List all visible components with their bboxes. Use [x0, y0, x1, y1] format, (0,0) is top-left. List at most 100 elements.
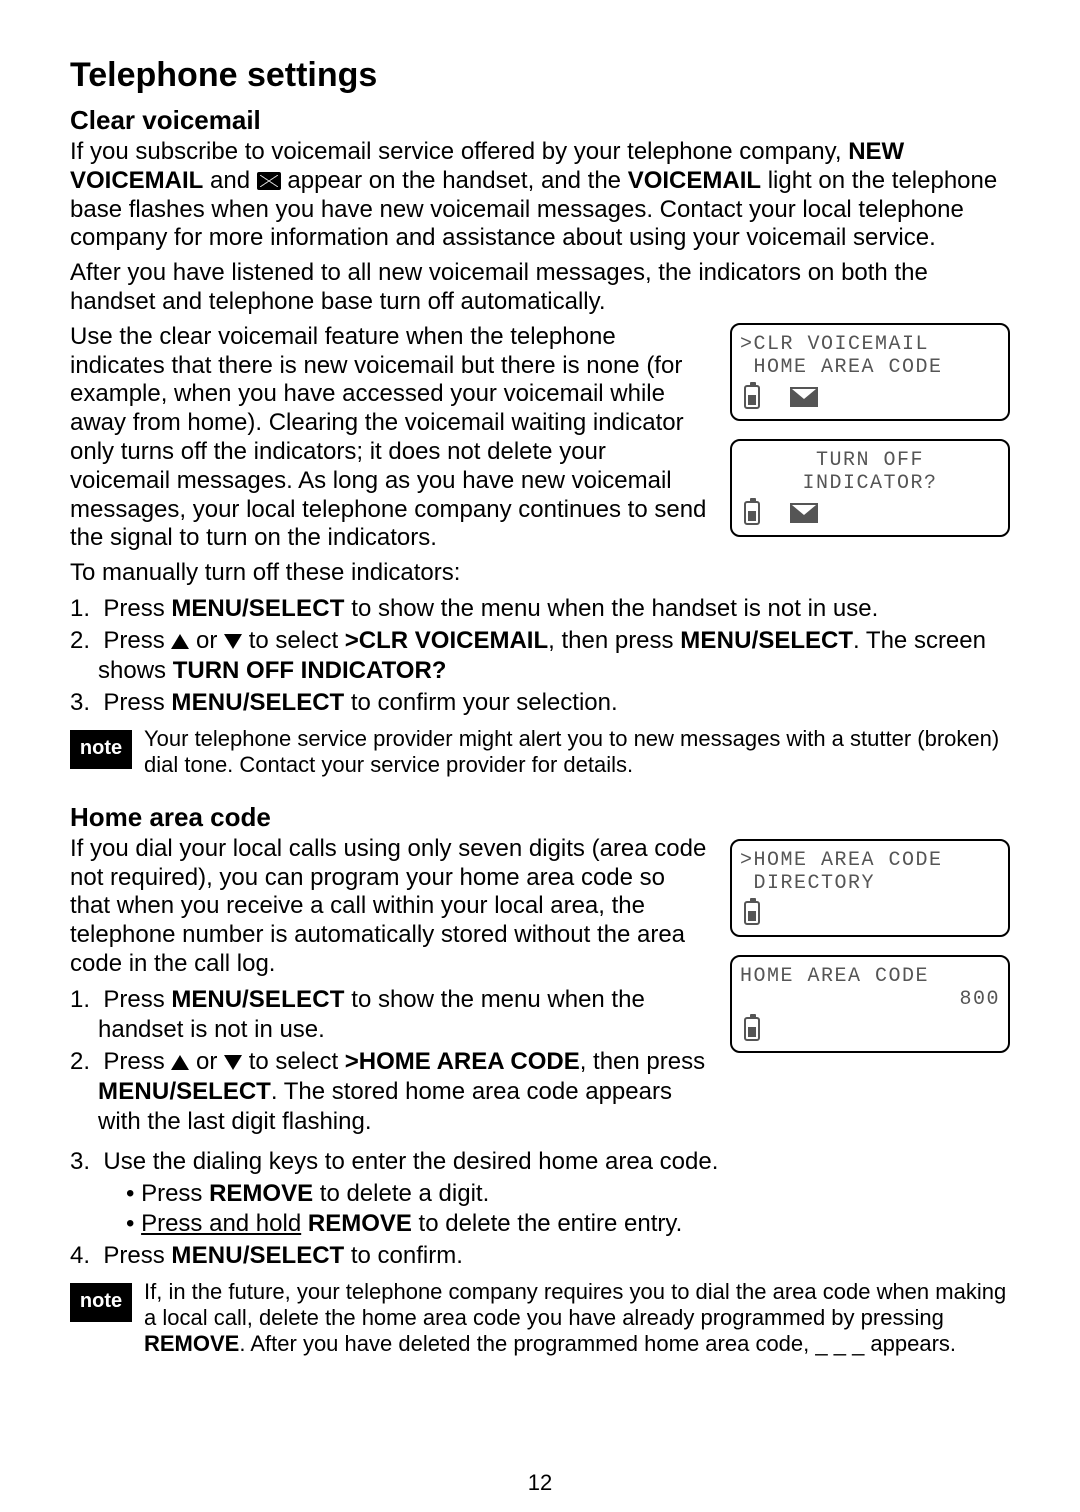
text-bold: TURN OFF INDICATOR? — [173, 657, 447, 684]
unordered-list: Press REMOVE to delete a digit. Press an… — [98, 1179, 1010, 1239]
list-item: Press and hold REMOVE to delete the enti… — [148, 1209, 1010, 1239]
down-arrow-icon — [224, 634, 242, 649]
lcd-icon-row — [740, 1011, 1000, 1041]
note-text: Your telephone service provider might al… — [144, 726, 1010, 778]
text: If you subscribe to voicemail service of… — [70, 138, 848, 165]
battery-icon — [744, 385, 760, 409]
paragraph: After you have listened to all new voice… — [70, 259, 1010, 317]
mail-icon — [790, 503, 818, 523]
up-arrow-icon — [171, 634, 189, 649]
lcd-line: HOME AREA CODE — [740, 965, 1000, 988]
lcd-screen-home-area-value: HOME AREA CODE 800 — [730, 955, 1010, 1053]
text: to select — [242, 1048, 345, 1075]
list-item: 3. Use the dialing keys to enter the des… — [98, 1147, 1010, 1239]
text: Press — [103, 986, 171, 1013]
text-smallcaps: SELECT — [249, 986, 345, 1013]
lcd-screen-turn-off: TURN OFF INDICATOR? — [730, 439, 1010, 537]
lcd-line: >HOME AREA CODE — [740, 849, 1000, 872]
text-underline: Press and hold — [141, 1210, 301, 1237]
paragraph: If you subscribe to voicemail service of… — [70, 138, 1010, 253]
text-bold: REMOVE — [144, 1331, 239, 1356]
text: to confirm. — [344, 1242, 463, 1269]
paragraph: To manually turn off these indicators: — [70, 559, 1010, 588]
mail-icon — [257, 172, 281, 190]
battery-icon — [744, 501, 760, 525]
lcd-line: >CLR VOICEMAIL — [740, 333, 1000, 356]
text-smallcaps: MENU — [171, 1242, 242, 1269]
page-number: 12 — [0, 1470, 1080, 1496]
lcd-column-1: >CLR VOICEMAIL HOME AREA CODE TURN OFF I… — [730, 323, 1010, 555]
text: . After you have deleted the programmed … — [239, 1331, 956, 1356]
note-text: If, in the future, your telephone compan… — [144, 1279, 1010, 1357]
paragraph: Use the clear voicemail feature when the… — [70, 323, 710, 553]
lcd-line: TURN OFF — [740, 449, 1000, 472]
note-badge: note — [70, 1283, 132, 1322]
list-item: Press REMOVE to delete a digit. — [148, 1179, 1010, 1209]
text-bold: REMOVE — [209, 1180, 313, 1207]
text: to select — [242, 627, 345, 654]
mail-icon — [790, 387, 818, 407]
text-bold: MENU/ — [171, 595, 248, 622]
text-smallcaps: MENU — [98, 1078, 169, 1105]
text: Press — [141, 1180, 209, 1207]
down-arrow-icon — [224, 1055, 242, 1070]
text-bold: >CLR VOICEMAIL — [345, 627, 548, 654]
up-arrow-icon — [171, 1055, 189, 1070]
list-item: 3. Press MENU/SELECT to confirm your sel… — [98, 688, 1010, 718]
text-bold: >HOME AREA CODE — [345, 1048, 580, 1075]
text-smallcaps: MENU — [171, 689, 242, 716]
text: Press — [103, 1048, 171, 1075]
list-item: 2. Press or to select >HOME AREA CODE, t… — [98, 1047, 710, 1137]
text: Use the dialing keys to enter the desire… — [103, 1148, 718, 1175]
text: to confirm your selection. — [344, 689, 617, 716]
text: , then press — [548, 627, 680, 654]
note-badge: note — [70, 730, 132, 769]
ordered-list: 1. Press MENU/SELECT to show the menu wh… — [70, 985, 710, 1137]
paragraph: If you dial your local calls using only … — [70, 835, 710, 979]
ordered-list: 3. Use the dialing keys to enter the des… — [70, 1147, 1010, 1271]
text-bold: MENU/ — [171, 986, 248, 1013]
lcd-line: INDICATOR? — [740, 472, 1000, 495]
lcd-line: 800 — [740, 988, 1000, 1011]
text: appear on the handset, and the — [281, 167, 628, 194]
text-bold: /SELECT — [752, 627, 853, 654]
battery-icon — [744, 1017, 760, 1041]
lcd-column-2: >HOME AREA CODE DIRECTORY HOME AREA CODE… — [730, 839, 1010, 1071]
list-item: 1. Press MENU/SELECT to show the menu wh… — [98, 594, 1010, 624]
text: , then press — [580, 1048, 705, 1075]
section-home-area-code-heading: Home area code — [70, 802, 1010, 833]
lcd-screen-clr-voicemail: >CLR VOICEMAIL HOME AREA CODE — [730, 323, 1010, 421]
section-clear-voicemail-heading: Clear voicemail — [70, 105, 1010, 136]
lcd-icon-row — [740, 379, 1000, 409]
text: or — [189, 1048, 224, 1075]
text: or — [189, 627, 224, 654]
lcd-line: HOME AREA CODE — [740, 356, 1000, 379]
text-smallcaps: MENU — [680, 627, 751, 654]
page-title: Telephone settings — [70, 56, 1010, 95]
list-item: 4. Press MENU/SELECT to confirm. — [98, 1241, 1010, 1271]
note-block: note Your telephone service provider mig… — [70, 726, 1010, 778]
ordered-list: 1. Press MENU/SELECT to show the menu wh… — [70, 594, 1010, 718]
text: If, in the future, your telephone compan… — [144, 1279, 1006, 1330]
list-item: 1. Press MENU/SELECT to show the menu wh… — [98, 985, 710, 1045]
battery-icon — [744, 901, 760, 925]
text-bold: /SELECT — [243, 689, 344, 716]
text-smallcaps: SELECT — [249, 595, 345, 622]
lcd-screen-home-area-menu: >HOME AREA CODE DIRECTORY — [730, 839, 1010, 937]
text-bold: VOICEMAIL — [628, 167, 761, 194]
list-item: 2. Press or to select >CLR VOICEMAIL, th… — [98, 626, 1010, 686]
text: Press — [103, 689, 171, 716]
lcd-icon-row — [740, 495, 1000, 525]
text: to delete the entire entry. — [412, 1210, 682, 1237]
lcd-icon-row — [740, 895, 1000, 925]
note-block: note If, in the future, your telephone c… — [70, 1279, 1010, 1357]
text: Press — [103, 1242, 171, 1269]
text: and — [203, 167, 256, 194]
text-bold: /SELECT — [169, 1078, 270, 1105]
text: to delete a digit. — [313, 1180, 489, 1207]
text: Press — [103, 595, 171, 622]
text: Press — [103, 627, 171, 654]
text: to show the menu when the handset is not… — [345, 595, 879, 622]
text-bold: REMOVE — [301, 1210, 412, 1237]
text-bold: /SELECT — [243, 1242, 344, 1269]
